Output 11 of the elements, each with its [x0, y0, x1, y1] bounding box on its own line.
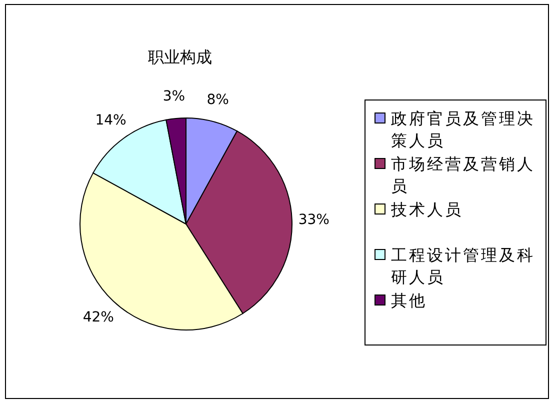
legend-label: 市场经营及营销人员	[391, 154, 535, 196]
legend-label: 技术人员	[390, 200, 463, 219]
legend-label: 工程设计管理及科研人员	[391, 246, 535, 286]
data-label: 14%	[95, 112, 126, 128]
data-label: 42%	[82, 309, 114, 326]
data-label: 8%	[206, 92, 229, 108]
legend-label: 政府官员及管理决策人员	[391, 109, 535, 150]
data-label: 3%	[162, 88, 186, 105]
data-label: 33%	[298, 212, 330, 228]
legend-label: 其他	[391, 291, 427, 310]
chart-title: 职业构成	[148, 48, 212, 66]
